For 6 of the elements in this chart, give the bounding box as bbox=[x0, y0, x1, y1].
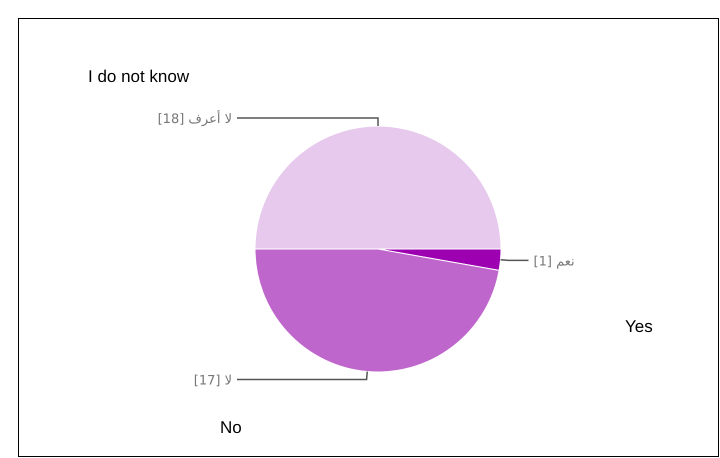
slice-label: لا [17] bbox=[194, 374, 232, 388]
slice-label: لا أعرف [18] bbox=[158, 110, 232, 127]
slice-label: نعم [1] bbox=[534, 254, 575, 270]
text: Yes bbox=[625, 317, 653, 336]
text: No bbox=[220, 418, 242, 437]
text: I do not know bbox=[88, 67, 190, 86]
